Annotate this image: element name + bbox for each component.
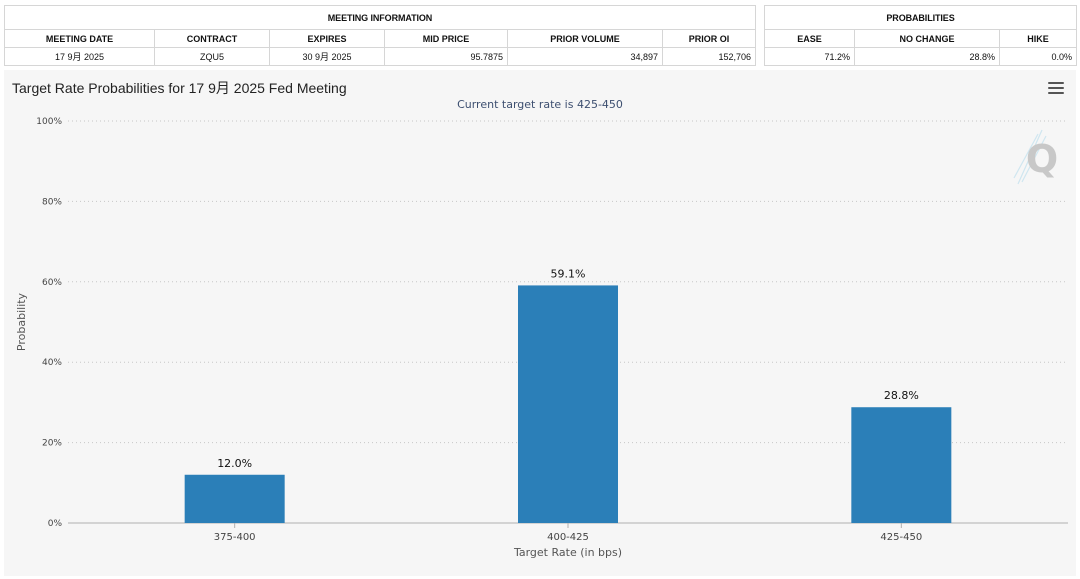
chart-subtitle: Current target rate is 425-450 [457, 98, 623, 111]
chart-title: Target Rate Probabilities for 17 9月 2025… [12, 80, 347, 96]
x-tick-label: 400-425 [547, 532, 589, 543]
svg-text:Q: Q [1026, 137, 1058, 181]
ease-value: 71.2% [764, 47, 855, 66]
hike-value: 0.0% [998, 47, 1078, 66]
bar [184, 474, 285, 523]
mid-price-value: 95.7875 [384, 47, 508, 66]
probabilities-header: PROBABILITIES [763, 5, 1078, 30]
prior-oi-value: 152,706 [662, 47, 756, 66]
chart-menu-icon[interactable] [1048, 80, 1064, 94]
bar [518, 285, 618, 523]
x-tick-label: 375-400 [214, 532, 256, 543]
bar [851, 407, 952, 523]
y-axis-title: Probability [15, 292, 28, 351]
probabilities-table: PROBABILITIES EASE NO CHANGE HIKE 71.2% … [763, 5, 1078, 66]
data-label: 59.1% [551, 267, 586, 280]
x-tick-label: 425-450 [880, 532, 922, 543]
prior-volume-value: 34,897 [507, 47, 663, 66]
y-tick-label: 40% [42, 358, 62, 368]
expires-value: 30 9月 2025 [269, 47, 385, 66]
x-axis-title: Target Rate (in bps) [513, 546, 622, 559]
y-tick-label: 100% [36, 117, 62, 127]
y-tick-label: 20% [42, 439, 62, 449]
quikstrike-logo-icon: Q [1013, 129, 1058, 185]
data-label: 28.8% [884, 389, 919, 402]
y-tick-label: 0% [48, 519, 63, 529]
y-tick-label: 60% [42, 278, 62, 288]
meeting-information-table: MEETING INFORMATION MEETING DATE CONTRAC… [4, 5, 756, 66]
data-label: 12.0% [217, 457, 252, 470]
y-tick-label: 80% [42, 197, 62, 207]
